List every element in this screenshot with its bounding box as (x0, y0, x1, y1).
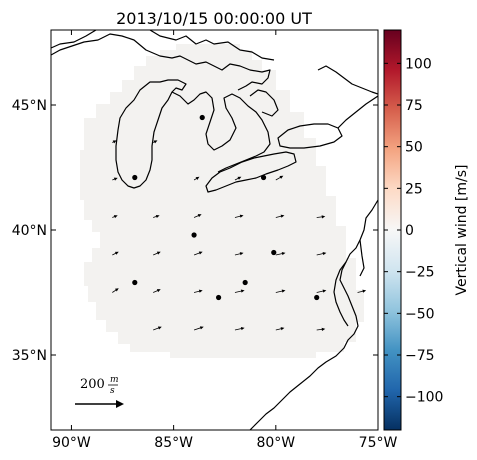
wind-vector (153, 326, 162, 331)
lake-michigan-shore (115, 79, 187, 189)
wind-vector (112, 288, 119, 293)
lake-superior-north (51, 30, 275, 61)
wind-vector (193, 326, 204, 331)
lon-tick-label: 75°W (359, 435, 398, 451)
wind-vector (316, 289, 327, 293)
station-marker (191, 232, 197, 238)
wind-vector (112, 215, 118, 219)
wind-vector (193, 251, 203, 256)
wind-vector (193, 176, 200, 181)
reference-arrow-head (116, 400, 124, 408)
wind-vector (316, 215, 326, 219)
station-markers (132, 114, 320, 301)
wind-vectors (112, 140, 367, 331)
reference-arrow-unit-denominator: s (110, 386, 115, 396)
lat-tick-label: 40°N (12, 223, 47, 239)
wind-vector (275, 327, 285, 331)
wind-vector (112, 251, 119, 256)
lake-huron-shore (171, 91, 271, 173)
colorbar-tick-label: 100 (405, 56, 432, 72)
colorbar-label: Vertical wind [m/s] (454, 165, 470, 296)
lon-tick-label: 90°W (52, 435, 91, 451)
reference-arrow-value: 200 (80, 377, 105, 392)
colorbar-tick-label: 0 (405, 223, 414, 239)
chesapeake-shore (333, 261, 349, 327)
wind-vector (357, 289, 367, 293)
wind-vector (275, 252, 286, 256)
colorbar-tick-label: −50 (405, 306, 435, 322)
station-marker (215, 294, 222, 301)
wind-vector (112, 140, 117, 144)
colorbar-tick-label: −75 (405, 348, 435, 364)
coastlines (51, 30, 378, 430)
lon-tick-label: 80°W (256, 435, 295, 451)
colorbar-ticks: 100 75 50 25 0 −25 −50 −75 −100 (384, 56, 443, 406)
wind-vector (153, 140, 158, 144)
station-marker (314, 294, 320, 301)
lat-tick-label: 45°N (12, 98, 47, 114)
colorbar-tick-label: 25 (405, 181, 423, 197)
lake-erie-shore (205, 151, 297, 193)
lake-superior-shore (51, 33, 271, 91)
longitude-axis: 90°W 85°W 80°W 75°W (52, 30, 397, 451)
station-marker (132, 174, 138, 181)
georgian-bay-shore (249, 89, 279, 117)
wind-vector (275, 175, 284, 181)
st-lawrence-shore (317, 65, 378, 129)
atlantic-coastline (249, 199, 378, 430)
colorbar-tick-label: 75 (405, 98, 423, 114)
wind-vector (193, 214, 202, 218)
wind-vector (275, 289, 286, 293)
wind-vector (316, 252, 327, 256)
wind-vector (153, 289, 161, 293)
reference-arrow-unit-numerator: m (110, 375, 119, 385)
wind-vector (316, 327, 326, 331)
data-coverage-region (80, 44, 364, 358)
wind-vector (112, 177, 118, 181)
delaware-shore (359, 239, 365, 277)
map-title: 2013/10/15 00:00:00 UT (116, 9, 312, 28)
wind-vector (234, 176, 242, 181)
lake-ontario-shore (277, 123, 343, 149)
colorbar-tick-label: 50 (405, 140, 423, 156)
station-marker (260, 174, 267, 181)
station-marker (199, 114, 205, 121)
wind-vector (234, 214, 244, 218)
colorbar-tick-label: −100 (405, 390, 443, 406)
wind-vector (234, 252, 244, 256)
station-marker (132, 279, 138, 286)
wind-vector (153, 251, 161, 256)
wind-vector (234, 327, 245, 331)
wind-vector (153, 214, 160, 218)
station-marker (242, 279, 248, 286)
wind-vector (234, 289, 245, 293)
colorbar-tick-label: −25 (405, 265, 435, 281)
wind-vector (275, 214, 285, 218)
lon-tick-label: 85°W (154, 435, 193, 451)
lat-tick-label: 35°N (12, 348, 47, 364)
wind-vector (193, 289, 203, 293)
station-marker (271, 249, 277, 256)
latitude-axis: 45°N 40°N 35°N (12, 98, 378, 364)
reference-arrow-key: 200 m s (75, 375, 124, 408)
